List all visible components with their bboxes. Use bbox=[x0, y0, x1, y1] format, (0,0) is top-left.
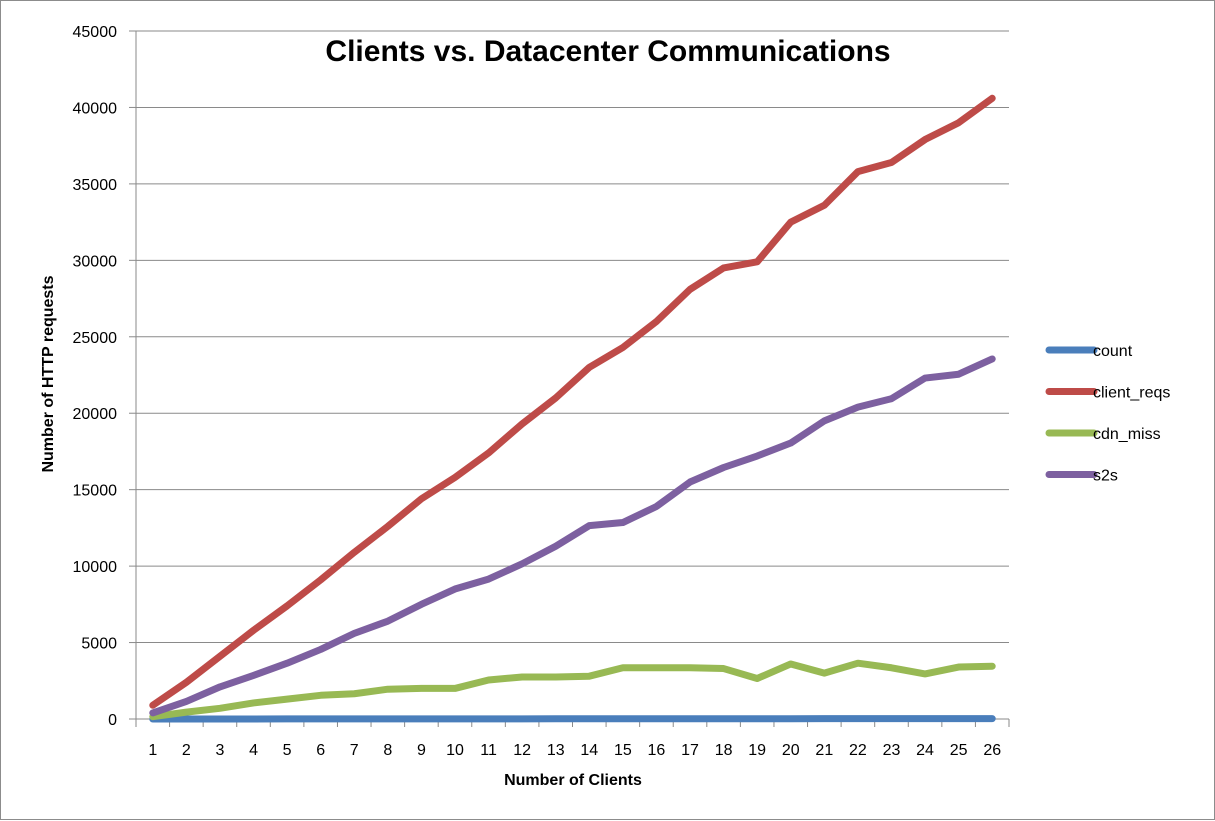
series-lines bbox=[153, 98, 992, 719]
x-tick-label: 8 bbox=[383, 742, 392, 759]
x-tick-label: 24 bbox=[916, 742, 934, 759]
y-tick-label: 40000 bbox=[73, 100, 118, 117]
y-tick-label: 20000 bbox=[73, 406, 118, 423]
x-tick-label: 18 bbox=[715, 742, 733, 759]
gridlines bbox=[136, 31, 1009, 643]
legend-label-count: count bbox=[1093, 343, 1133, 360]
legend: count client_reqs cdn_miss s2s bbox=[1049, 343, 1170, 485]
x-tick-label: 22 bbox=[849, 742, 867, 759]
series-line-cdn_miss bbox=[153, 663, 992, 717]
x-tick-label: 16 bbox=[648, 742, 666, 759]
legend-label-s2s: s2s bbox=[1093, 468, 1118, 485]
x-tick-label: 3 bbox=[215, 742, 224, 759]
x-tick-label: 5 bbox=[283, 742, 292, 759]
x-tick-label: 10 bbox=[446, 742, 464, 759]
x-tick-label: 14 bbox=[580, 742, 598, 759]
x-tick-label: 13 bbox=[547, 742, 565, 759]
y-tick-label: 10000 bbox=[73, 559, 118, 576]
chart-title: Clients vs. Datacenter Communications bbox=[325, 35, 890, 68]
y-tick-label: 30000 bbox=[73, 253, 118, 270]
x-tick-label: 23 bbox=[883, 742, 901, 759]
x-tick-label: 15 bbox=[614, 742, 632, 759]
x-tick-label: 7 bbox=[350, 742, 359, 759]
x-tick-label: 21 bbox=[815, 742, 833, 759]
x-tick-label: 2 bbox=[182, 742, 191, 759]
x-tick-label: 9 bbox=[417, 742, 426, 759]
x-tick-label: 17 bbox=[681, 742, 699, 759]
x-tick-label: 1 bbox=[148, 742, 157, 759]
axes: 0 5000 10000 15000 20000 25000 30000 35000 40000… bbox=[73, 24, 1010, 759]
x-tick-label: 11 bbox=[480, 742, 497, 759]
y-tick-label: 15000 bbox=[73, 483, 118, 500]
legend-label-client_reqs: client_reqs bbox=[1093, 385, 1170, 402]
x-axis-title: Number of Clients bbox=[504, 772, 642, 789]
x-tick-label: 25 bbox=[950, 742, 968, 759]
x-tick-label: 20 bbox=[782, 742, 800, 759]
x-tick-label: 19 bbox=[748, 742, 766, 759]
y-tick-label: 0 bbox=[108, 712, 117, 729]
series-line-s2s bbox=[153, 359, 992, 713]
x-tick-label: 26 bbox=[983, 742, 1001, 759]
legend-label-cdn_miss: cdn_miss bbox=[1093, 426, 1161, 443]
x-tick-label: 4 bbox=[249, 742, 258, 759]
y-tick-label: 5000 bbox=[81, 636, 117, 653]
y-tick-label: 35000 bbox=[73, 177, 118, 194]
x-tick-label: 6 bbox=[316, 742, 325, 759]
y-axis-title: Number of HTTP requests bbox=[40, 275, 57, 472]
y-tick-label: 45000 bbox=[73, 24, 118, 41]
y-tick-label: 25000 bbox=[73, 330, 118, 347]
x-tick-label: 12 bbox=[513, 742, 531, 759]
